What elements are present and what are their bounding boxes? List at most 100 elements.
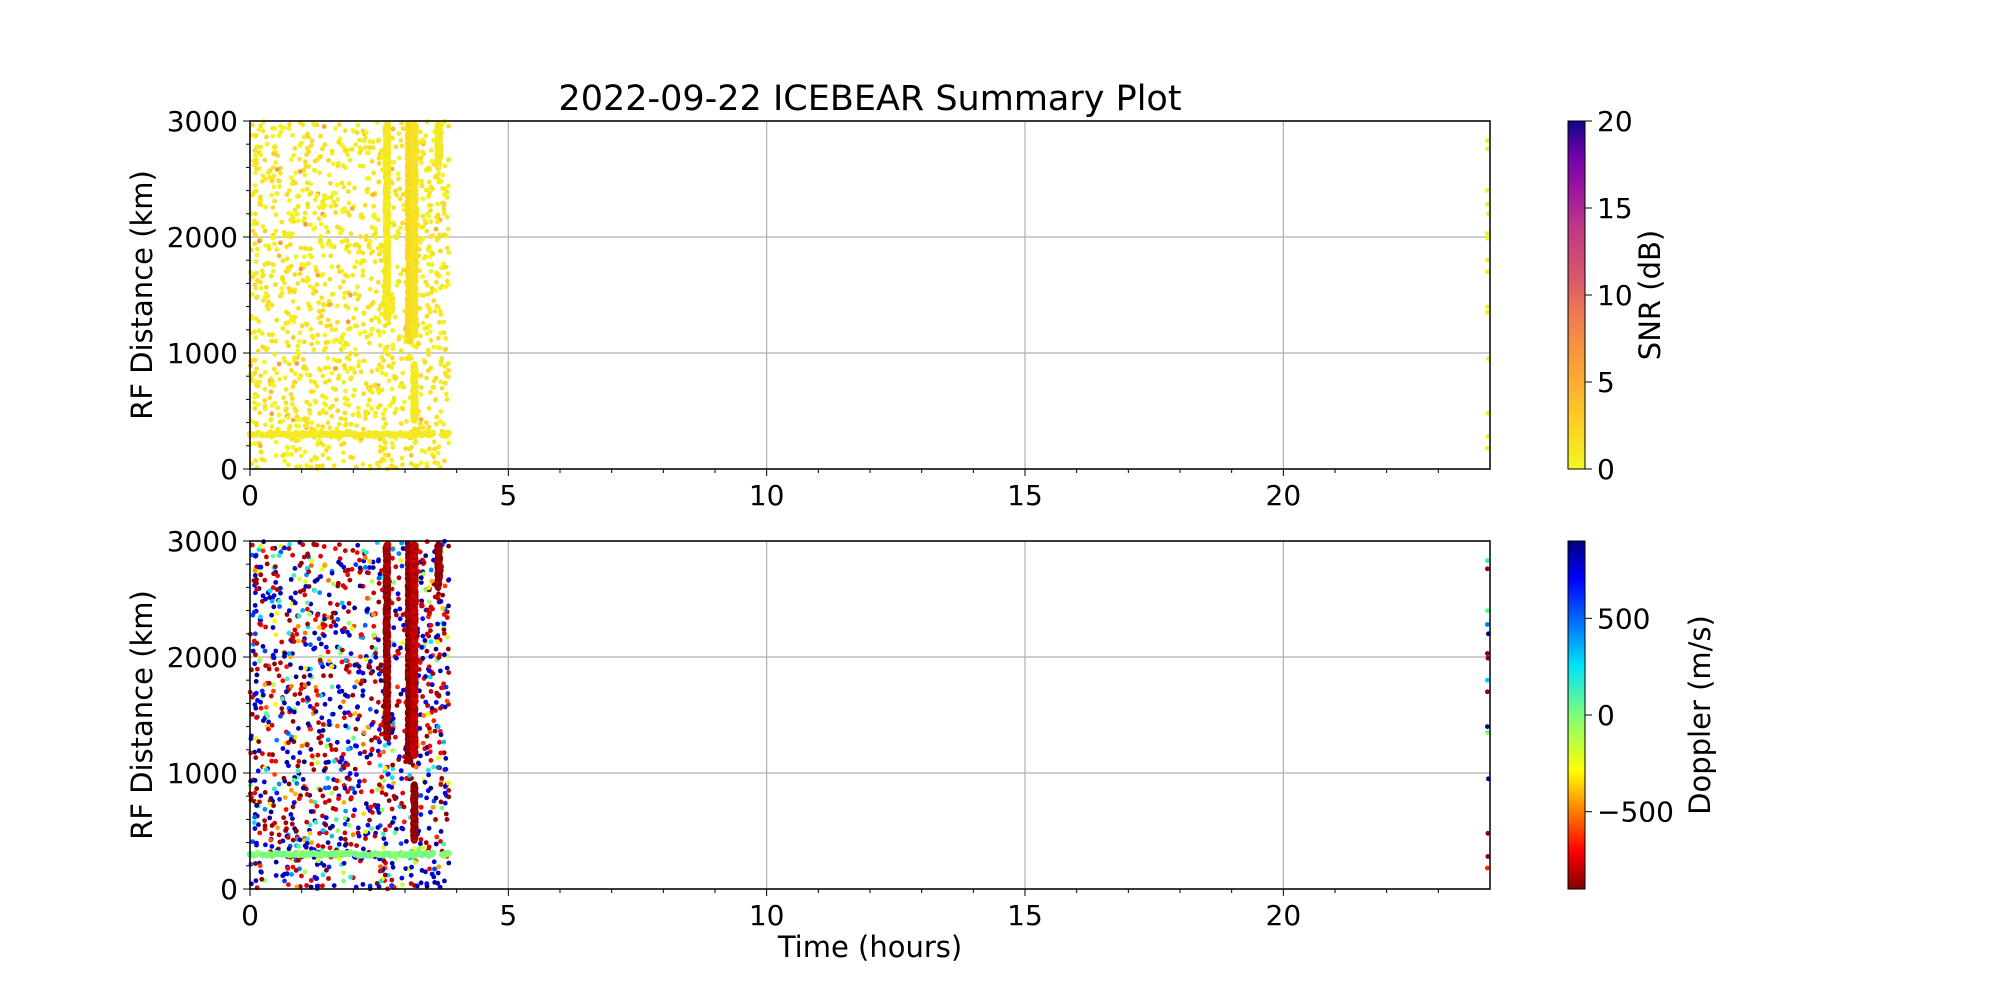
snr-point [323,395,329,401]
doppler-point [253,878,259,884]
snr-point [367,286,373,292]
doppler-point [352,684,358,690]
doppler-point [348,874,353,880]
doppler-point [368,804,374,810]
doppler-point [263,842,268,848]
doppler-point [348,841,354,847]
snr-point [269,403,275,408]
doppler-point [389,883,394,889]
snr-point [295,218,301,224]
doppler-point [446,794,452,800]
snr-point [291,289,297,295]
snr-point [378,258,384,263]
doppler-point [288,812,294,817]
doppler-point [420,633,426,639]
snr-point [253,259,259,264]
doppler-point [441,631,447,636]
snr-point [263,176,268,182]
snr-point [287,198,292,203]
snr-point [258,285,264,291]
doppler-point [375,787,380,793]
doppler-point [418,812,424,817]
snr-point [337,136,343,142]
snr-point [293,448,299,453]
doppler-point [304,819,310,825]
snr-point [290,384,296,390]
snr-point [262,228,268,234]
doppler-point [263,624,268,630]
doppler-point [325,649,331,655]
doppler-point [285,749,290,755]
snr-point [291,152,297,158]
doppler-point [377,868,383,874]
snr-point [299,453,304,459]
snr-point [312,379,318,385]
snr-point [401,399,407,405]
snr-point [324,323,330,329]
doppler-point [307,672,313,678]
doppler-point [400,882,405,887]
snr-point [355,122,361,128]
snr-point [429,429,437,437]
doppler-point [276,553,282,558]
doppler-point [294,631,300,637]
snr-point [288,175,294,181]
snr-point [377,319,382,325]
snr-point [333,397,339,402]
snr-point [336,421,342,427]
snr-point [304,463,309,468]
doppler-point [360,882,366,887]
snr-point [373,230,378,236]
snr-point [302,210,308,216]
snr-point [376,217,381,223]
snr-point [335,163,341,169]
snr-point [330,161,336,167]
snr-point [266,299,271,305]
snr-point [327,180,333,186]
snr-point [258,373,264,379]
snr-point [446,123,451,129]
snr-point [316,205,322,210]
doppler-point [260,593,266,599]
snr-point [435,175,441,181]
doppler-point [290,552,295,558]
snr-point [295,281,301,286]
doppler-point [266,666,272,672]
snr-point [373,226,378,232]
snr-point [281,395,286,401]
doppler-point [346,669,352,675]
doppler-point [271,604,277,610]
doppler-point [278,713,283,719]
doppler-point [273,702,278,707]
doppler-point [420,616,426,622]
doppler-point [288,683,294,689]
doppler-point [281,775,287,781]
doppler-point [389,806,395,812]
doppler-point [372,632,377,638]
doppler-point [367,706,373,712]
doppler-point [330,711,336,717]
snr-point [288,317,294,323]
snr-point [291,219,297,224]
doppler-point [331,883,337,888]
doppler-point [261,779,267,785]
snr-point [329,195,334,200]
snr-point [263,243,269,249]
doppler-point [427,729,433,735]
doppler-point [396,551,402,556]
snr-point [418,155,424,161]
doppler-point [272,661,277,667]
doppler-point [287,542,292,547]
snr-point [296,306,301,311]
snr-point [348,231,354,237]
snr-point [429,285,435,291]
doppler-point [369,826,375,832]
snr-point [343,303,348,309]
doppler-point [422,638,428,643]
snr-point [432,308,438,314]
doppler-point [429,705,435,711]
x-tick-label: 0 [241,479,259,512]
doppler-point [446,670,452,675]
doppler-point [327,600,333,606]
doppler-point [278,590,283,596]
